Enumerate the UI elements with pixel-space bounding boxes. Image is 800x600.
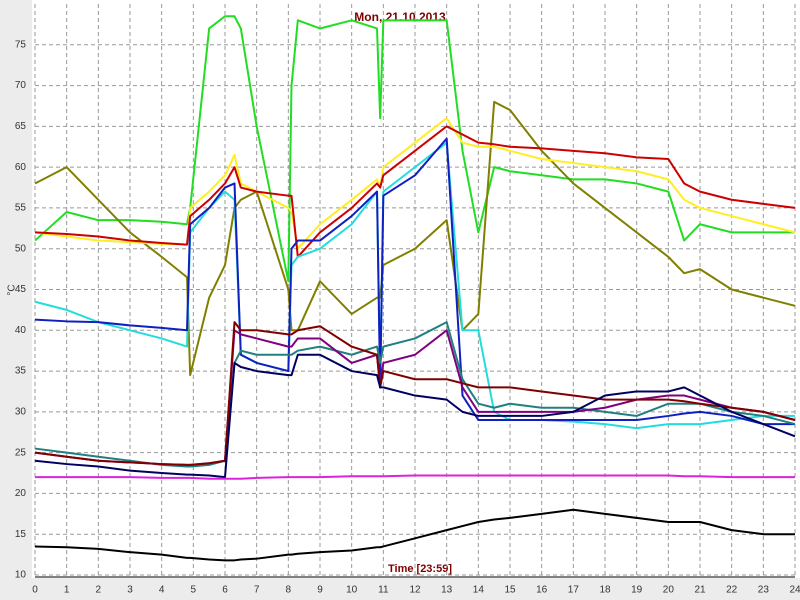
x-tick-label: 19 [631,585,643,596]
x-tick-label: 10 [346,585,358,596]
x-tick-label: 1 [64,585,70,596]
y-tick-label: 15 [15,529,27,540]
x-tick-label: 6 [222,585,228,596]
x-tick-label: 0 [32,585,38,596]
lines [34,15,796,562]
series-line [34,353,796,479]
x-tick-label: 14 [473,585,485,596]
y-tick-label: 30 [15,406,27,417]
x-tick-label: 24 [789,585,800,596]
x-tick-label: 9 [317,585,323,596]
series-line [34,321,796,466]
series-line [34,137,795,426]
y-axis-label: °C [7,284,18,295]
x-tick-label: 11 [378,585,389,596]
y-tick-label: 55 [15,203,27,214]
y-tick-label: 20 [15,488,27,499]
x-axis-label: Time [23:59] [388,563,452,575]
y-tick-label: 10 [15,570,27,581]
x-tick-label: 16 [536,585,548,596]
y-tick-label: 70 [15,80,27,91]
y-tick-label: 60 [15,162,27,173]
x-tick-label: 13 [441,585,453,596]
y-tick-label: 25 [15,447,27,458]
x-tick-label: 23 [758,585,770,596]
x-tick-label: 22 [726,585,738,596]
y-tick-label: 75 [15,39,27,50]
series-line [35,474,795,480]
x-tick-label: 4 [159,585,165,596]
series-line [34,125,796,258]
chart-title: Mon, 21.10.2013 [354,10,446,24]
x-tick-label: 21 [694,585,706,596]
x-tick-label: 5 [191,585,197,596]
y-tick-label: 40 [15,325,27,336]
series-line [34,321,796,468]
y-tick-label: 65 [15,121,27,132]
x-tick-label: 12 [409,585,421,596]
y-axis-band [0,0,32,600]
series-line [34,508,795,562]
x-tick-label: 3 [127,585,133,596]
x-tick-label: 15 [504,585,516,596]
x-axis-band [0,578,800,600]
y-tick-label: 50 [15,243,27,254]
x-tick-label: 18 [599,585,611,596]
series-line [34,117,796,250]
y-tick-label: 35 [15,366,27,377]
x-tick-label: 20 [663,585,675,596]
x-tick-label: 17 [568,585,580,596]
x-tick-label: 2 [96,585,102,596]
x-tick-label: 8 [286,585,292,596]
y-tick-label: 45 [15,284,27,295]
x-tick-label: 7 [254,585,260,596]
